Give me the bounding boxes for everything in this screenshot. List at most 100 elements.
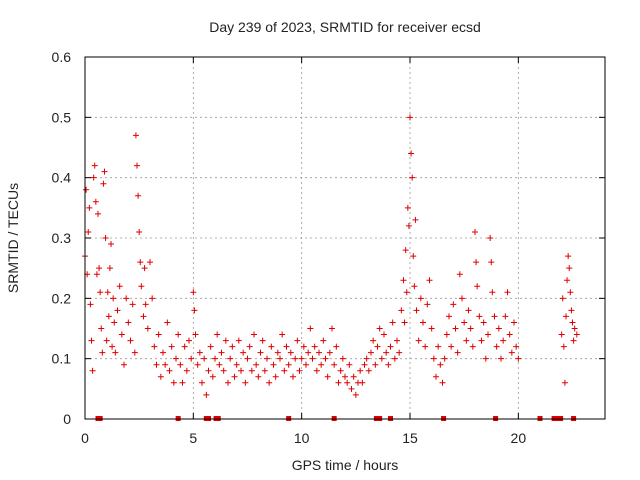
- data-point: [405, 222, 412, 229]
- data-point: [88, 337, 95, 344]
- data-point: [396, 349, 403, 356]
- data-point: [329, 325, 335, 332]
- data-point: [294, 337, 301, 344]
- data-point: [454, 349, 461, 356]
- data-point: [287, 349, 294, 356]
- data-point: [381, 331, 387, 338]
- data-point: [374, 343, 381, 350]
- data-point: [240, 349, 247, 356]
- data-point: [87, 301, 94, 308]
- y-tick-label: 0.1: [52, 351, 72, 367]
- data-point: [365, 367, 372, 374]
- data-point: [487, 235, 494, 241]
- data-point: [91, 162, 98, 169]
- data-point: [160, 349, 166, 356]
- data-point: [303, 361, 309, 368]
- data-point: [318, 361, 325, 368]
- data-point: [513, 343, 520, 350]
- data-point: [435, 343, 442, 350]
- data-point: [164, 319, 171, 326]
- data-point: [459, 295, 465, 302]
- data-point: [568, 307, 575, 314]
- data-point: [85, 228, 92, 235]
- data-point: [106, 265, 113, 272]
- data-point: [191, 307, 198, 314]
- y-tick-label: 0.5: [52, 109, 72, 125]
- data-point: [300, 343, 307, 350]
- data-point: [298, 355, 305, 362]
- data-point: [274, 349, 281, 356]
- data-point: [573, 331, 580, 338]
- data-point: [305, 349, 312, 356]
- data-point: [186, 337, 192, 344]
- data-point: [137, 259, 144, 266]
- data-point: [456, 271, 463, 278]
- data-point: [149, 295, 156, 302]
- data-point: [218, 349, 225, 356]
- data-point: [498, 355, 504, 362]
- data-point: [502, 313, 509, 320]
- data-point: [205, 367, 212, 374]
- data-point: [116, 283, 123, 290]
- data-point: [383, 349, 390, 356]
- data-point: [96, 265, 103, 272]
- data-point: [331, 361, 338, 368]
- data-point: [264, 355, 270, 362]
- data-point: [450, 301, 457, 308]
- data-point: [105, 313, 112, 320]
- data-point: [125, 319, 132, 326]
- data-point: [566, 265, 573, 272]
- data-point: [110, 295, 117, 302]
- data-point: [437, 361, 444, 368]
- data-point: [101, 168, 108, 175]
- data-point: [147, 259, 153, 266]
- data-point: [153, 361, 160, 368]
- data-point: [561, 379, 568, 386]
- data-point: [559, 295, 566, 302]
- data-point: [93, 271, 100, 278]
- data-point: [151, 343, 158, 350]
- data-point: [222, 337, 229, 344]
- data-point: [511, 319, 517, 326]
- data-point: [408, 150, 415, 157]
- data-point: [495, 325, 502, 332]
- data-point: [322, 355, 329, 362]
- data-point: [136, 228, 143, 235]
- data-point: [248, 367, 255, 374]
- data-point: [570, 337, 577, 344]
- data-point: [415, 337, 422, 344]
- data-point: [320, 337, 327, 344]
- data-point: [227, 355, 234, 362]
- data-point: [229, 343, 236, 350]
- data-point: [166, 367, 173, 374]
- data-point: [441, 355, 448, 362]
- data-point: [157, 373, 164, 380]
- data-point: [100, 180, 107, 187]
- data-point: [376, 325, 383, 332]
- data-point: [104, 289, 111, 296]
- x-tick-label: 15: [402, 430, 418, 446]
- data-point: [407, 114, 413, 121]
- data-point: [403, 289, 410, 296]
- data-point: [246, 343, 253, 350]
- data-point: [469, 343, 476, 350]
- data-point: [391, 355, 398, 362]
- x-tick-label: 20: [511, 430, 527, 446]
- data-point: [129, 301, 136, 308]
- data-point: [144, 325, 151, 332]
- data-point: [417, 295, 424, 302]
- data-point: [489, 289, 496, 296]
- data-point: [272, 373, 279, 380]
- x-tick-label: 10: [294, 430, 310, 446]
- data-point: [357, 367, 364, 374]
- data-point: [333, 343, 340, 350]
- data-point: [478, 337, 485, 344]
- data-point: [214, 331, 221, 338]
- data-point: [337, 367, 344, 374]
- data-point: [346, 361, 353, 368]
- data-point: [368, 349, 374, 356]
- data-point: [316, 349, 322, 356]
- data-point: [142, 301, 149, 308]
- data-point: [251, 331, 257, 338]
- data-point: [112, 349, 119, 356]
